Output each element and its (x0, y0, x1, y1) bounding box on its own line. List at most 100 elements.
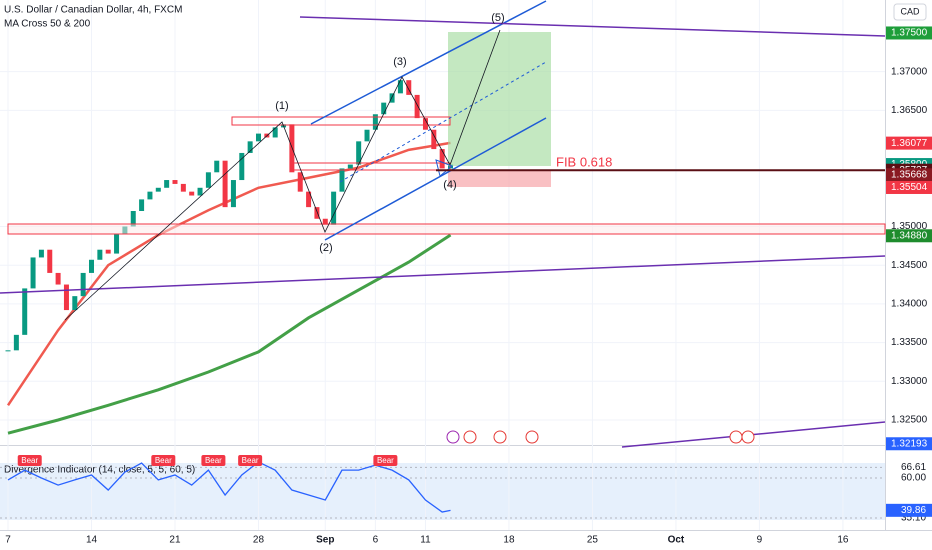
y-tick-label: 66.61 (901, 462, 926, 473)
candle (63, 284, 69, 311)
candle (372, 114, 378, 130)
wave-label: (5) (491, 12, 504, 24)
x-tick-label: 9 (757, 535, 763, 546)
channel-line (324, 117, 547, 241)
price-label: 1.34880 (891, 230, 928, 241)
candle (356, 141, 362, 165)
event-icon[interactable] (729, 430, 743, 444)
candle (55, 272, 61, 285)
candle (339, 168, 345, 192)
candle (164, 180, 170, 188)
candle (381, 102, 387, 115)
y-tick-label: 1.37000 (891, 66, 928, 77)
value-label-box (886, 503, 932, 517)
indicator-band (0, 463, 885, 520)
y-tick-label: 1.33000 (891, 376, 928, 387)
bear-label: Bear (155, 456, 172, 465)
candle (38, 249, 44, 258)
candle (448, 164, 454, 169)
support-zone (7, 223, 886, 235)
candle (147, 191, 153, 200)
candle (197, 187, 203, 196)
price-label: 1.36077 (891, 138, 928, 149)
x-tick-label: 28 (253, 535, 265, 546)
price-label-box (886, 26, 932, 40)
bear-badge (17, 455, 42, 466)
moving-average (7, 233, 452, 435)
candle (422, 118, 428, 130)
candle (130, 211, 136, 227)
candle (155, 187, 161, 192)
x-tick-label: 14 (86, 535, 98, 546)
candle (347, 164, 353, 169)
bear-label: Bear (377, 456, 394, 465)
price-label-box (886, 180, 932, 194)
bear-badge (151, 455, 176, 466)
event-icon[interactable] (493, 430, 507, 444)
event-icon[interactable] (525, 430, 539, 444)
y-tick-label: 1.34000 (891, 299, 928, 310)
candle (255, 133, 261, 142)
wave-path (64, 29, 501, 321)
bear-badge (373, 455, 398, 466)
y-tick-label: 1.34500 (891, 260, 928, 271)
target-zone (448, 32, 551, 166)
candle (97, 249, 103, 260)
x-tick-label: 25 (587, 535, 599, 546)
x-tick-label: 11 (420, 535, 431, 546)
candle (397, 80, 403, 94)
candle (247, 141, 253, 153)
channel-midline (339, 61, 547, 183)
stop-zone (448, 170, 551, 187)
wave-label: (2) (319, 242, 332, 254)
bear-label: Bear (242, 456, 259, 465)
x-tick-label: 21 (169, 535, 181, 546)
candle (180, 183, 186, 192)
support-zone (289, 162, 451, 171)
price-label-box (886, 437, 932, 451)
candle (172, 180, 178, 184)
fib-label: FIB 0.618 (556, 154, 612, 169)
price-label-box (886, 136, 932, 150)
candle (89, 259, 95, 273)
candle (230, 180, 236, 208)
event-icon[interactable] (446, 430, 460, 444)
candle (439, 149, 445, 169)
price-label: 1.35668 (891, 169, 928, 180)
candle (364, 129, 370, 142)
price-label-box (886, 168, 932, 182)
channel-line (310, 0, 547, 125)
y-tick-label: 35.10 (901, 513, 926, 524)
wave-label: (4) (443, 179, 456, 191)
y-tick-label: 1.32500 (891, 415, 928, 426)
candle (272, 127, 278, 138)
wave-label: (3) (393, 56, 406, 68)
candle (222, 160, 228, 208)
trend-line (0, 255, 886, 294)
chart-title: U.S. Dollar / Canadian Dollar, 4h, FXCM (4, 5, 182, 16)
candle (205, 172, 211, 188)
candle (431, 129, 437, 150)
y-tick-label: 1.36500 (891, 105, 928, 116)
price-label-box (886, 229, 932, 243)
candle (13, 334, 19, 351)
candle (214, 160, 220, 173)
indicator-title: Divergence Indicator (14, close, 5, 5, 6… (4, 465, 195, 476)
y-tick-label: 60.00 (901, 473, 926, 484)
currency-label: CAD (900, 6, 920, 16)
x-tick-label: Sep (316, 535, 334, 546)
candle (80, 272, 86, 297)
candle (322, 218, 328, 225)
event-icon[interactable] (463, 430, 477, 444)
wave-label: (1) (275, 100, 288, 112)
candle (331, 191, 337, 225)
candle (189, 191, 195, 196)
event-icon[interactable] (741, 430, 755, 444)
bear-badge (238, 455, 263, 466)
value-label: 39.86 (901, 505, 926, 516)
candle (239, 152, 245, 181)
bear-label: Bear (205, 456, 222, 465)
currency-button[interactable] (893, 3, 927, 21)
candle (105, 249, 111, 254)
